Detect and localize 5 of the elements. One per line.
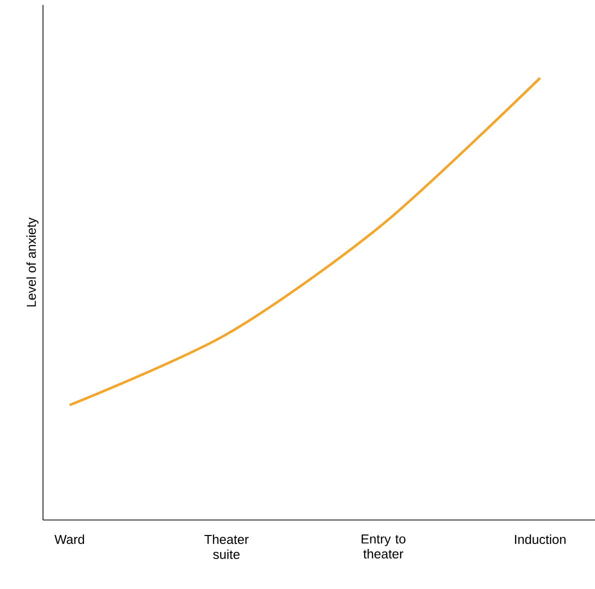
y-axis-title: Level of anxiety: [26, 218, 38, 306]
x-tick-label: Ward: [54, 534, 84, 544]
x-tick-label: Entry to theater: [362, 534, 406, 558]
x-tick-label: Theater suite: [204, 534, 249, 559]
x-tick-label: Induction: [515, 534, 566, 544]
